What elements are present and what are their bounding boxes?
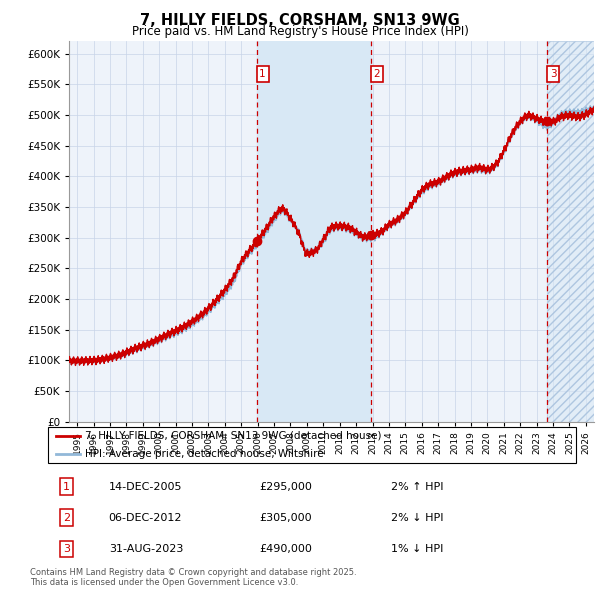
Text: Price paid vs. HM Land Registry's House Price Index (HPI): Price paid vs. HM Land Registry's House … [131,25,469,38]
Text: £295,000: £295,000 [259,481,312,491]
Text: £305,000: £305,000 [259,513,312,523]
Text: 2% ↓ HPI: 2% ↓ HPI [391,513,444,523]
Text: 06-DEC-2012: 06-DEC-2012 [109,513,182,523]
Text: 14-DEC-2005: 14-DEC-2005 [109,481,182,491]
Text: Contains HM Land Registry data © Crown copyright and database right 2025.
This d: Contains HM Land Registry data © Crown c… [30,568,356,587]
Text: 2% ↑ HPI: 2% ↑ HPI [391,481,444,491]
Text: 1% ↓ HPI: 1% ↓ HPI [391,544,443,554]
Text: 7, HILLY FIELDS, CORSHAM, SN13 9WG (detached house): 7, HILLY FIELDS, CORSHAM, SN13 9WG (deta… [85,431,382,441]
Bar [547,41,594,422]
Text: 2: 2 [63,513,70,523]
Text: 31-AUG-2023: 31-AUG-2023 [109,544,183,554]
Bar [547,41,594,422]
Text: 7, HILLY FIELDS, CORSHAM, SN13 9WG: 7, HILLY FIELDS, CORSHAM, SN13 9WG [140,13,460,28]
Text: 3: 3 [550,69,556,79]
Bar [257,41,371,422]
Text: £490,000: £490,000 [259,544,312,554]
Text: 3: 3 [63,544,70,554]
Text: 2: 2 [374,69,380,79]
Text: 1: 1 [259,69,266,79]
Text: HPI: Average price, detached house, Wiltshire: HPI: Average price, detached house, Wilt… [85,449,323,459]
Text: 1: 1 [63,481,70,491]
